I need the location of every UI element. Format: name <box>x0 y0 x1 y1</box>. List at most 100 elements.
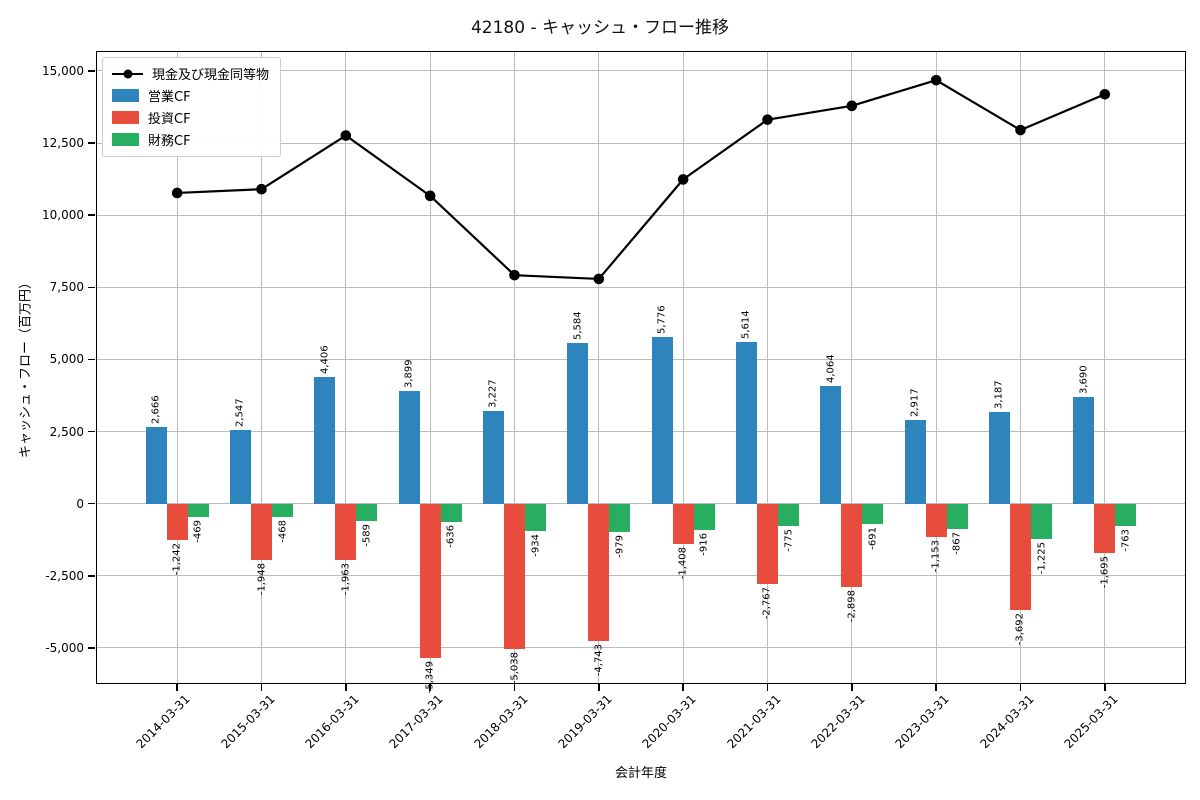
line-marker-cash-equivalents <box>930 74 942 86</box>
bar-investing-cf <box>588 503 610 641</box>
y-tick-label: -5,000 <box>45 640 84 655</box>
x-tick-label: 2018-03-31 <box>471 692 531 752</box>
grid-line-horizontal <box>96 142 1186 144</box>
bar-financing-cf <box>609 503 631 532</box>
bar-financing-cf <box>356 503 378 521</box>
y-tick-mark <box>88 358 95 361</box>
x-tick-label: 2016-03-31 <box>302 692 362 752</box>
y-tick-mark <box>88 430 95 433</box>
bar-financing-cf <box>1031 503 1053 539</box>
y-tick-mark <box>88 142 95 144</box>
grid-line-horizontal <box>96 70 1186 72</box>
plot-area: 2,666 2,547 4,406 3,899 3,227 5,584 5,776 5,614… <box>96 51 1186 693</box>
grid-line-vertical <box>682 51 684 684</box>
x-tick-label: 2020-03-31 <box>639 692 700 752</box>
y-tick-label: 7,500 <box>49 280 84 295</box>
grid-line-horizontal <box>96 647 1186 649</box>
y-tick-label: 2,500 <box>49 424 84 439</box>
bar-financing-cf <box>862 503 884 524</box>
x-tick-label: 2014-03-31 <box>133 692 194 752</box>
x-tick-label: 2019-03-31 <box>555 692 615 752</box>
x-tick-label: 2024-03-31 <box>977 692 1037 752</box>
grid-line-vertical <box>1019 51 1021 684</box>
legend: 現金及び現金同等物営業CF 投資CF 財務CF <box>102 57 282 157</box>
bar-operating-cf <box>651 337 673 504</box>
bar-financing-cf <box>272 503 294 518</box>
legend-color-swatch <box>112 111 139 124</box>
x-tick-mark <box>429 684 431 691</box>
grid-line-vertical <box>514 51 515 684</box>
x-tick-mark <box>851 684 853 691</box>
grid-line-vertical <box>598 51 600 684</box>
legend-item-investing-cf: 投資CF <box>112 108 269 127</box>
legend-label: 財務CF <box>148 134 191 149</box>
legend-color-swatch <box>112 133 139 146</box>
line-marker-cash-equivalents <box>256 183 267 195</box>
x-tick-mark <box>598 684 600 691</box>
bar-investing-cf <box>250 503 273 560</box>
x-tick-label: 2023-03-31 <box>892 692 953 752</box>
bar-investing-cf <box>335 503 357 561</box>
bar-investing-cf <box>166 503 188 540</box>
x-tick-mark <box>260 684 263 691</box>
legend-label: 営業CF <box>148 90 191 105</box>
x-tick-mark <box>682 684 684 691</box>
legend-item-operating-cf: 営業CF <box>112 86 269 105</box>
grid-line-vertical <box>345 51 347 684</box>
line-marker-cash-equivalents <box>424 190 436 202</box>
legend-label: 投資CF <box>148 112 191 127</box>
grid-line-horizontal <box>96 214 1186 216</box>
bar-operating-cf <box>1073 397 1095 504</box>
grid-line-vertical <box>429 51 431 684</box>
bar-operating-cf <box>904 419 926 504</box>
legend-color-swatch <box>112 89 139 102</box>
x-tick-mark <box>766 684 769 691</box>
x-tick-label: 2015-03-31 <box>218 692 278 752</box>
bar-financing-cf <box>778 503 800 527</box>
bar-financing-cf <box>946 503 968 529</box>
chart-title: 42180 - キャッシュ・フロー推移 <box>470 18 730 38</box>
line-marker-cash-equivalents <box>1099 88 1111 100</box>
bar-investing-cf <box>1094 503 1116 553</box>
x-tick-mark <box>176 684 178 691</box>
y-tick-label: -2,500 <box>45 568 84 583</box>
grid-line-vertical <box>261 51 262 684</box>
x-tick-label: 2021-03-31 <box>724 692 784 752</box>
bar-operating-cf <box>567 342 589 504</box>
line-marker-cash-equivalents <box>340 130 352 141</box>
grid-line-vertical <box>766 51 768 684</box>
bar-financing-cf <box>525 503 547 531</box>
x-tick-label: 2022-03-31 <box>808 692 868 752</box>
legend-line-dot <box>123 69 132 78</box>
legend-item-financing-cf: 財務CF <box>112 130 269 149</box>
grid-line-vertical <box>935 51 937 684</box>
x-tick-label: 2017-03-31 <box>386 692 447 752</box>
y-tick-mark <box>88 647 95 649</box>
bar-investing-cf <box>672 503 694 545</box>
x-tick-mark <box>513 684 516 691</box>
bar-financing-cf <box>693 503 715 531</box>
grid-line-horizontal <box>96 358 1186 360</box>
y-tick-mark <box>88 286 95 289</box>
grid-line-horizontal <box>96 503 1186 505</box>
bar-financing-cf <box>1115 503 1137 526</box>
bar-operating-cf <box>398 391 420 504</box>
y-tick-mark <box>88 575 95 577</box>
x-tick-label: 2025-03-31 <box>1061 692 1121 752</box>
legend-item-cash-equivalents: 現金及び現金同等物 <box>112 64 269 83</box>
bar-investing-cf <box>925 503 947 537</box>
bar-operating-cf <box>735 341 757 504</box>
line-cash-equivalents <box>177 79 1106 281</box>
line-marker-cash-equivalents <box>762 114 773 125</box>
bar-operating-cf <box>820 386 842 504</box>
line-marker-cash-equivalents <box>1015 124 1026 136</box>
grid-line-vertical <box>176 51 178 684</box>
x-tick-mark <box>345 684 347 691</box>
x-tick-mark <box>1104 684 1106 691</box>
x-tick-mark <box>1019 684 1022 691</box>
y-tick-label: 5,000 <box>49 352 84 367</box>
bar-financing-cf <box>187 503 209 518</box>
grid-line-horizontal <box>96 575 1186 577</box>
y-tick-mark <box>88 214 95 216</box>
